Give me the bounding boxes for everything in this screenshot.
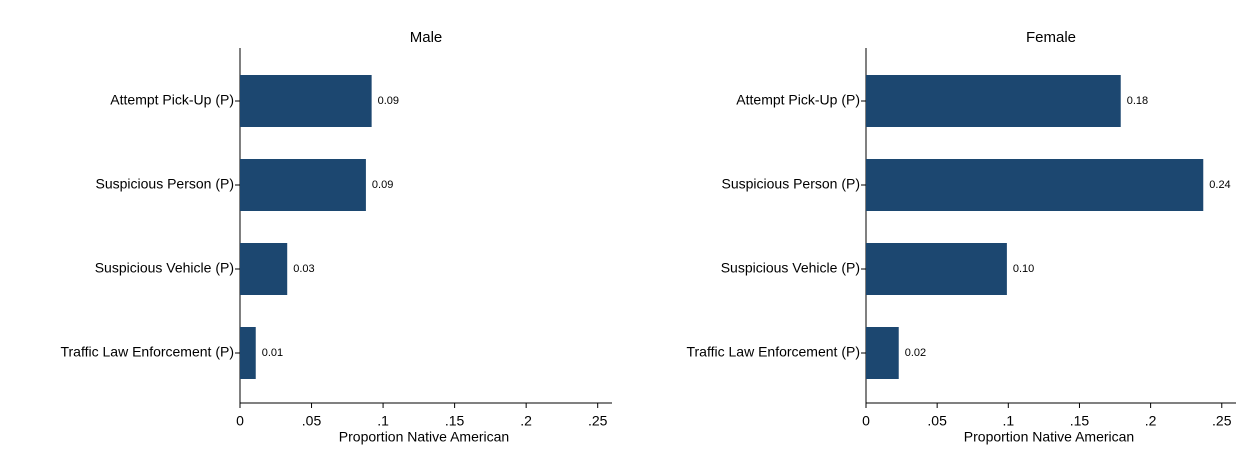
value-label: 0.18 [1127, 95, 1148, 107]
chart-title: Male [410, 29, 443, 46]
x-axis-label: Proportion Native American [339, 429, 509, 445]
value-label: 0.03 [293, 263, 314, 275]
value-label: 0.10 [1013, 263, 1034, 275]
category-label: Attempt Pick-Up (P) [110, 92, 234, 108]
x-axis-label: Proportion Native American [964, 429, 1134, 445]
x-tick-label: .15 [445, 413, 465, 429]
x-tick-label: .05 [927, 413, 947, 429]
bar [240, 159, 366, 211]
category-label: Suspicious Vehicle (P) [721, 260, 860, 276]
bar [240, 243, 288, 295]
value-label: 0.02 [905, 347, 926, 359]
x-tick-label: .2 [1145, 413, 1157, 429]
bar [866, 243, 1007, 295]
category-label: Suspicious Person (P) [95, 176, 234, 192]
value-label: 0.24 [1209, 179, 1230, 191]
x-tick-label: .1 [1002, 413, 1014, 429]
x-tick-label: 0 [236, 413, 244, 429]
x-tick-label: .25 [588, 413, 608, 429]
x-tick-label: .2 [520, 413, 532, 429]
category-label: Traffic Law Enforcement (P) [686, 344, 860, 360]
category-label: Suspicious Vehicle (P) [95, 260, 234, 276]
value-label: 0.01 [262, 347, 283, 359]
x-tick-label: .05 [302, 413, 322, 429]
category-label: Traffic Law Enforcement (P) [60, 344, 234, 360]
x-tick-label: .1 [377, 413, 389, 429]
category-label: Attempt Pick-Up (P) [736, 92, 860, 108]
chart-title: Female [1026, 29, 1076, 46]
x-tick-label: .25 [1212, 413, 1232, 429]
bar [240, 327, 256, 379]
category-label: Suspicious Person (P) [721, 176, 860, 192]
bar [866, 75, 1121, 127]
x-tick-label: .15 [1070, 413, 1090, 429]
bar [866, 159, 1204, 211]
bar [866, 327, 899, 379]
value-label: 0.09 [378, 95, 399, 107]
value-label: 0.09 [372, 179, 393, 191]
x-tick-label: 0 [862, 413, 870, 429]
bar [240, 75, 372, 127]
